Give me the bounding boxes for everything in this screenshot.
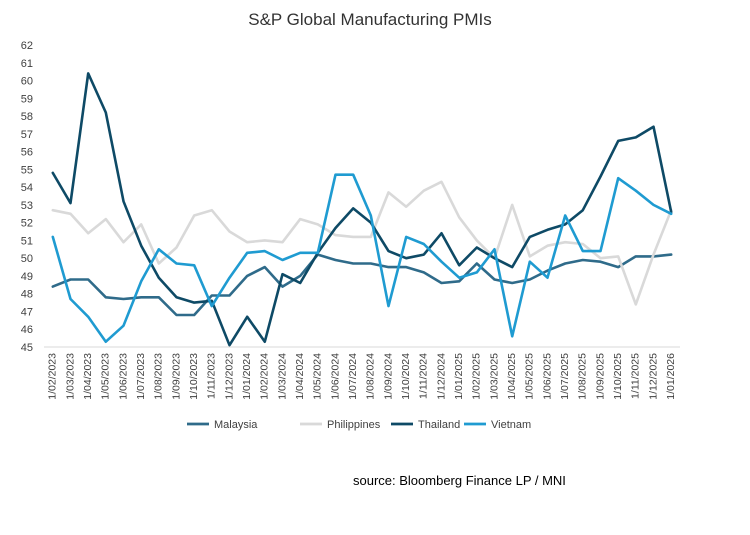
y-tick-label: 48	[21, 289, 33, 301]
x-tick-label: 1/01/2025	[453, 353, 465, 400]
x-tick-label: 1/07/2023	[135, 353, 147, 400]
x-tick-label: 1/07/2024	[347, 353, 359, 400]
x-tick-label: 1/09/2024	[382, 353, 394, 400]
x-tick-label: 1/01/2024	[241, 353, 253, 400]
x-tick-label: 1/08/2025	[577, 353, 589, 400]
y-tick-label: 55	[21, 164, 33, 176]
x-tick-label: 1/06/2025	[541, 353, 553, 400]
legend: Malaysia Philippines Thailand Vietnam	[187, 419, 531, 431]
y-tick-label: 46	[21, 324, 33, 336]
legend-label-thailand: Thailand	[418, 419, 460, 431]
series-line-vietnam	[51, 173, 673, 344]
x-tick-label: 1/11/2025	[630, 353, 642, 399]
x-tick-label: 1/08/2023	[153, 353, 165, 400]
y-tick-label: 54	[21, 182, 33, 194]
series-layer	[51, 72, 673, 347]
x-tick-label: 1/07/2025	[559, 353, 571, 400]
x-tick-label: 1/04/2025	[506, 353, 518, 400]
y-tick-label: 58	[21, 111, 33, 123]
y-tick-label: 52	[21, 218, 33, 230]
x-tick-label: 1/02/2023	[47, 353, 59, 400]
legend-label-vietnam: Vietnam	[491, 419, 531, 431]
x-tick-label: 1/12/2024	[435, 353, 447, 400]
source-note: source: Bloomberg Finance LP / MNI	[353, 473, 566, 488]
x-tick-label: 1/05/2025	[524, 353, 536, 400]
x-tick-label: 1/08/2024	[365, 353, 377, 400]
chart-title: S&P Global Manufacturing PMIs	[248, 10, 491, 29]
y-tick-label: 47	[21, 306, 33, 318]
series-line-thailand	[51, 72, 673, 347]
x-tick-label: 1/04/2024	[294, 353, 306, 400]
x-tick-label: 1/03/2025	[488, 353, 500, 400]
y-axis: 45 46 47 48 49 50 51 52 53 54 55 56 57 58 59 60 61 62	[21, 40, 33, 354]
series-line-malaysia	[51, 253, 673, 317]
y-tick-label: 50	[21, 253, 33, 265]
y-tick-label: 62	[21, 40, 33, 52]
x-tick-label: 1/03/2023	[64, 353, 76, 400]
y-tick-label: 45	[21, 342, 33, 354]
x-tick-label: 1/04/2023	[82, 353, 94, 400]
legend-label-philippines: Philippines	[327, 419, 381, 431]
x-tick-label: 1/05/2024	[312, 353, 324, 400]
y-tick-label: 56	[21, 147, 33, 159]
y-tick-label: 59	[21, 93, 33, 105]
y-tick-label: 49	[21, 271, 33, 283]
legend-label-malaysia: Malaysia	[214, 419, 258, 431]
y-tick-label: 61	[21, 58, 33, 70]
y-tick-label: 57	[21, 129, 33, 141]
x-axis: 1/02/2023 1/03/2023 1/04/2023 1/05/2023 1/06…	[44, 346, 680, 400]
x-tick-label: 1/09/2023	[170, 353, 182, 400]
x-tick-label: 1/06/2024	[329, 353, 341, 400]
x-tick-label: 1/10/2025	[612, 353, 624, 400]
y-tick-label: 53	[21, 200, 33, 212]
x-tick-label: 1/11/2023	[206, 353, 218, 399]
x-tick-label: 1/10/2023	[188, 353, 200, 400]
y-tick-label: 51	[21, 235, 33, 247]
x-tick-label: 1/02/2024	[259, 353, 271, 400]
x-tick-label: 1/12/2023	[223, 353, 235, 400]
x-tick-label: 1/06/2023	[117, 353, 129, 400]
y-tick-label: 60	[21, 76, 33, 88]
x-tick-label: 1/03/2024	[276, 353, 288, 400]
x-tick-label: 1/05/2023	[100, 353, 112, 400]
x-tick-label: 1/10/2024	[400, 353, 412, 400]
x-tick-label: 1/01/2026	[665, 353, 677, 400]
x-tick-label: 1/09/2025	[594, 353, 606, 400]
x-tick-label: 1/02/2025	[471, 353, 483, 400]
x-tick-label: 1/12/2025	[647, 353, 659, 400]
x-tick-label: 1/11/2024	[418, 353, 430, 399]
